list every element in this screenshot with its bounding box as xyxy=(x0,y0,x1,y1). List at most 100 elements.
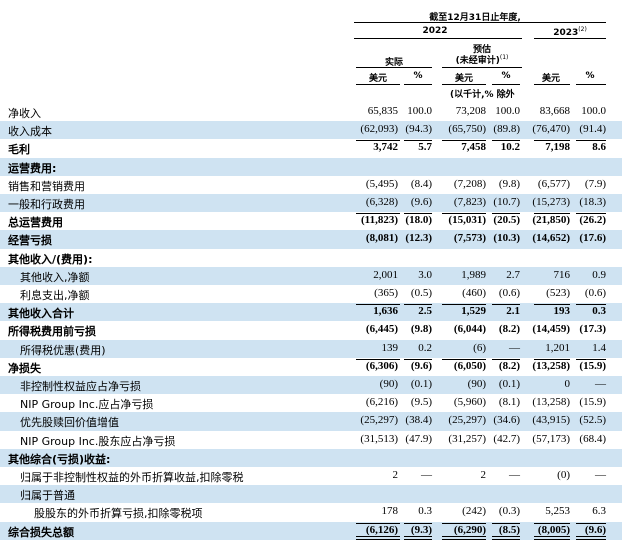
row-label: 所得税优惠(费用) xyxy=(20,343,106,357)
pct-header-3: % xyxy=(585,71,595,81)
period-rule xyxy=(354,22,606,23)
cell-value: 0.3 xyxy=(418,505,432,518)
col-rule-4 xyxy=(492,84,520,85)
row-label: 净收入 xyxy=(8,107,41,120)
actual-header: 实际 xyxy=(384,58,403,68)
row-band xyxy=(0,157,622,176)
cell-value: (25,297) xyxy=(360,414,398,427)
cell-value: (20.5) xyxy=(493,214,520,227)
usd-header-2: 美元 xyxy=(454,74,473,84)
cell-value: (8.5) xyxy=(498,523,520,536)
cell-value: 3,742 xyxy=(373,141,398,154)
total-rule xyxy=(576,140,606,142)
cell-value: 5,253 xyxy=(545,505,570,518)
row-band xyxy=(0,303,622,322)
cell-value: (14,652) xyxy=(532,232,570,245)
total-rule xyxy=(356,522,400,524)
estimate-header-line2: (未经审计)(1) xyxy=(442,53,522,66)
cell-value: 2.1 xyxy=(506,305,520,318)
units-note: (以千计,% 除外 xyxy=(450,90,515,100)
cell-value: (18.0) xyxy=(405,214,432,227)
cell-value: (9.5) xyxy=(410,396,432,409)
total-rule xyxy=(442,358,486,360)
cell-value: (9.6) xyxy=(410,196,432,208)
double-underline xyxy=(492,536,520,537)
double-underline xyxy=(442,539,486,540)
row-label: 所得税费用前亏损 xyxy=(8,325,96,339)
cell-value: 1,201 xyxy=(545,341,570,354)
cell-value: (0.1) xyxy=(498,378,520,390)
cell-value: (14,459) xyxy=(532,323,570,336)
cell-value: (8.1) xyxy=(498,396,520,409)
total-rule xyxy=(576,522,606,524)
row-label: 毛利 xyxy=(8,143,30,157)
cell-value: 0.2 xyxy=(418,341,432,354)
usd-header-1: 美元 xyxy=(368,74,387,84)
cell-value: (9.8) xyxy=(498,177,520,190)
pct-header-1: % xyxy=(413,71,423,81)
cell-value: (5,960) xyxy=(453,396,486,409)
cell-value: 2.5 xyxy=(418,305,432,318)
total-rule xyxy=(356,213,400,215)
total-rule xyxy=(356,358,400,360)
cell-value: (6,577) xyxy=(537,177,570,190)
cell-value: (6,306) xyxy=(365,359,398,372)
row-label: 其他收入/(费用): xyxy=(8,252,93,266)
col-rule-5 xyxy=(534,84,570,85)
cell-value: (89.8) xyxy=(493,123,520,136)
row-label: 其他收入合计 xyxy=(8,307,74,321)
cell-value: 10.2 xyxy=(500,141,520,154)
year-2022-header: 2022 xyxy=(422,26,448,36)
total-rule xyxy=(534,358,570,360)
cell-value: 0.9 xyxy=(592,268,606,281)
cell-value: (0.5) xyxy=(410,287,432,299)
cell-value: (6,328) xyxy=(365,196,398,208)
row-label: 综合损失总额 xyxy=(8,525,74,539)
double-underline xyxy=(404,539,432,540)
cell-value: 193 xyxy=(553,305,571,318)
cell-value: 1,636 xyxy=(373,305,398,318)
cell-value: 6.3 xyxy=(592,505,606,518)
row-band xyxy=(0,521,622,540)
row-band xyxy=(0,230,622,249)
cell-value: (6,290) xyxy=(453,523,486,536)
cell-value: (460) xyxy=(462,287,486,299)
cell-value: (94.3) xyxy=(405,123,432,136)
cell-value: (8.2) xyxy=(498,323,520,336)
cell-value: — xyxy=(421,469,432,481)
cell-value: (90) xyxy=(467,378,486,390)
total-rule xyxy=(442,140,486,142)
cell-value: 0 xyxy=(564,378,571,390)
row-label: 销售和营销费用 xyxy=(8,179,85,193)
actual-rule xyxy=(356,67,432,68)
row-label: 归属于普通 xyxy=(20,489,75,503)
cell-value: (42.7) xyxy=(493,432,520,445)
cell-value: (52.5) xyxy=(579,414,606,427)
total-rule xyxy=(404,358,432,360)
cell-value: (17.3) xyxy=(579,323,606,336)
double-underline xyxy=(356,539,400,540)
cell-value: (17.6) xyxy=(579,232,606,245)
double-underline xyxy=(404,536,432,537)
total-rule xyxy=(576,304,606,306)
cell-value: — xyxy=(595,378,606,390)
row-label: 净损失 xyxy=(8,361,41,375)
cell-value: (11,823) xyxy=(361,214,398,227)
cell-value: 1.4 xyxy=(592,341,606,354)
cell-value: — xyxy=(509,469,520,481)
estimate-label: (未经审计) xyxy=(455,56,500,66)
cell-value: (12.3) xyxy=(405,232,432,245)
cell-value: (365) xyxy=(374,287,398,299)
col-rule-6 xyxy=(576,84,606,85)
cell-value: (8.2) xyxy=(498,359,520,372)
cell-value: (0) xyxy=(557,469,570,481)
cell-value: (7,208) xyxy=(453,177,486,190)
row-label: NIP Group Inc.股东应占净亏损 xyxy=(20,434,176,448)
cell-value: (242) xyxy=(462,505,486,518)
total-rule xyxy=(534,304,570,306)
period-header: 截至12月31日止年度, xyxy=(429,13,521,23)
cell-value: (9.6) xyxy=(410,359,432,372)
double-underline xyxy=(356,536,400,537)
year-2023-label: 2023 xyxy=(553,28,579,38)
col-rule-2 xyxy=(404,84,432,85)
